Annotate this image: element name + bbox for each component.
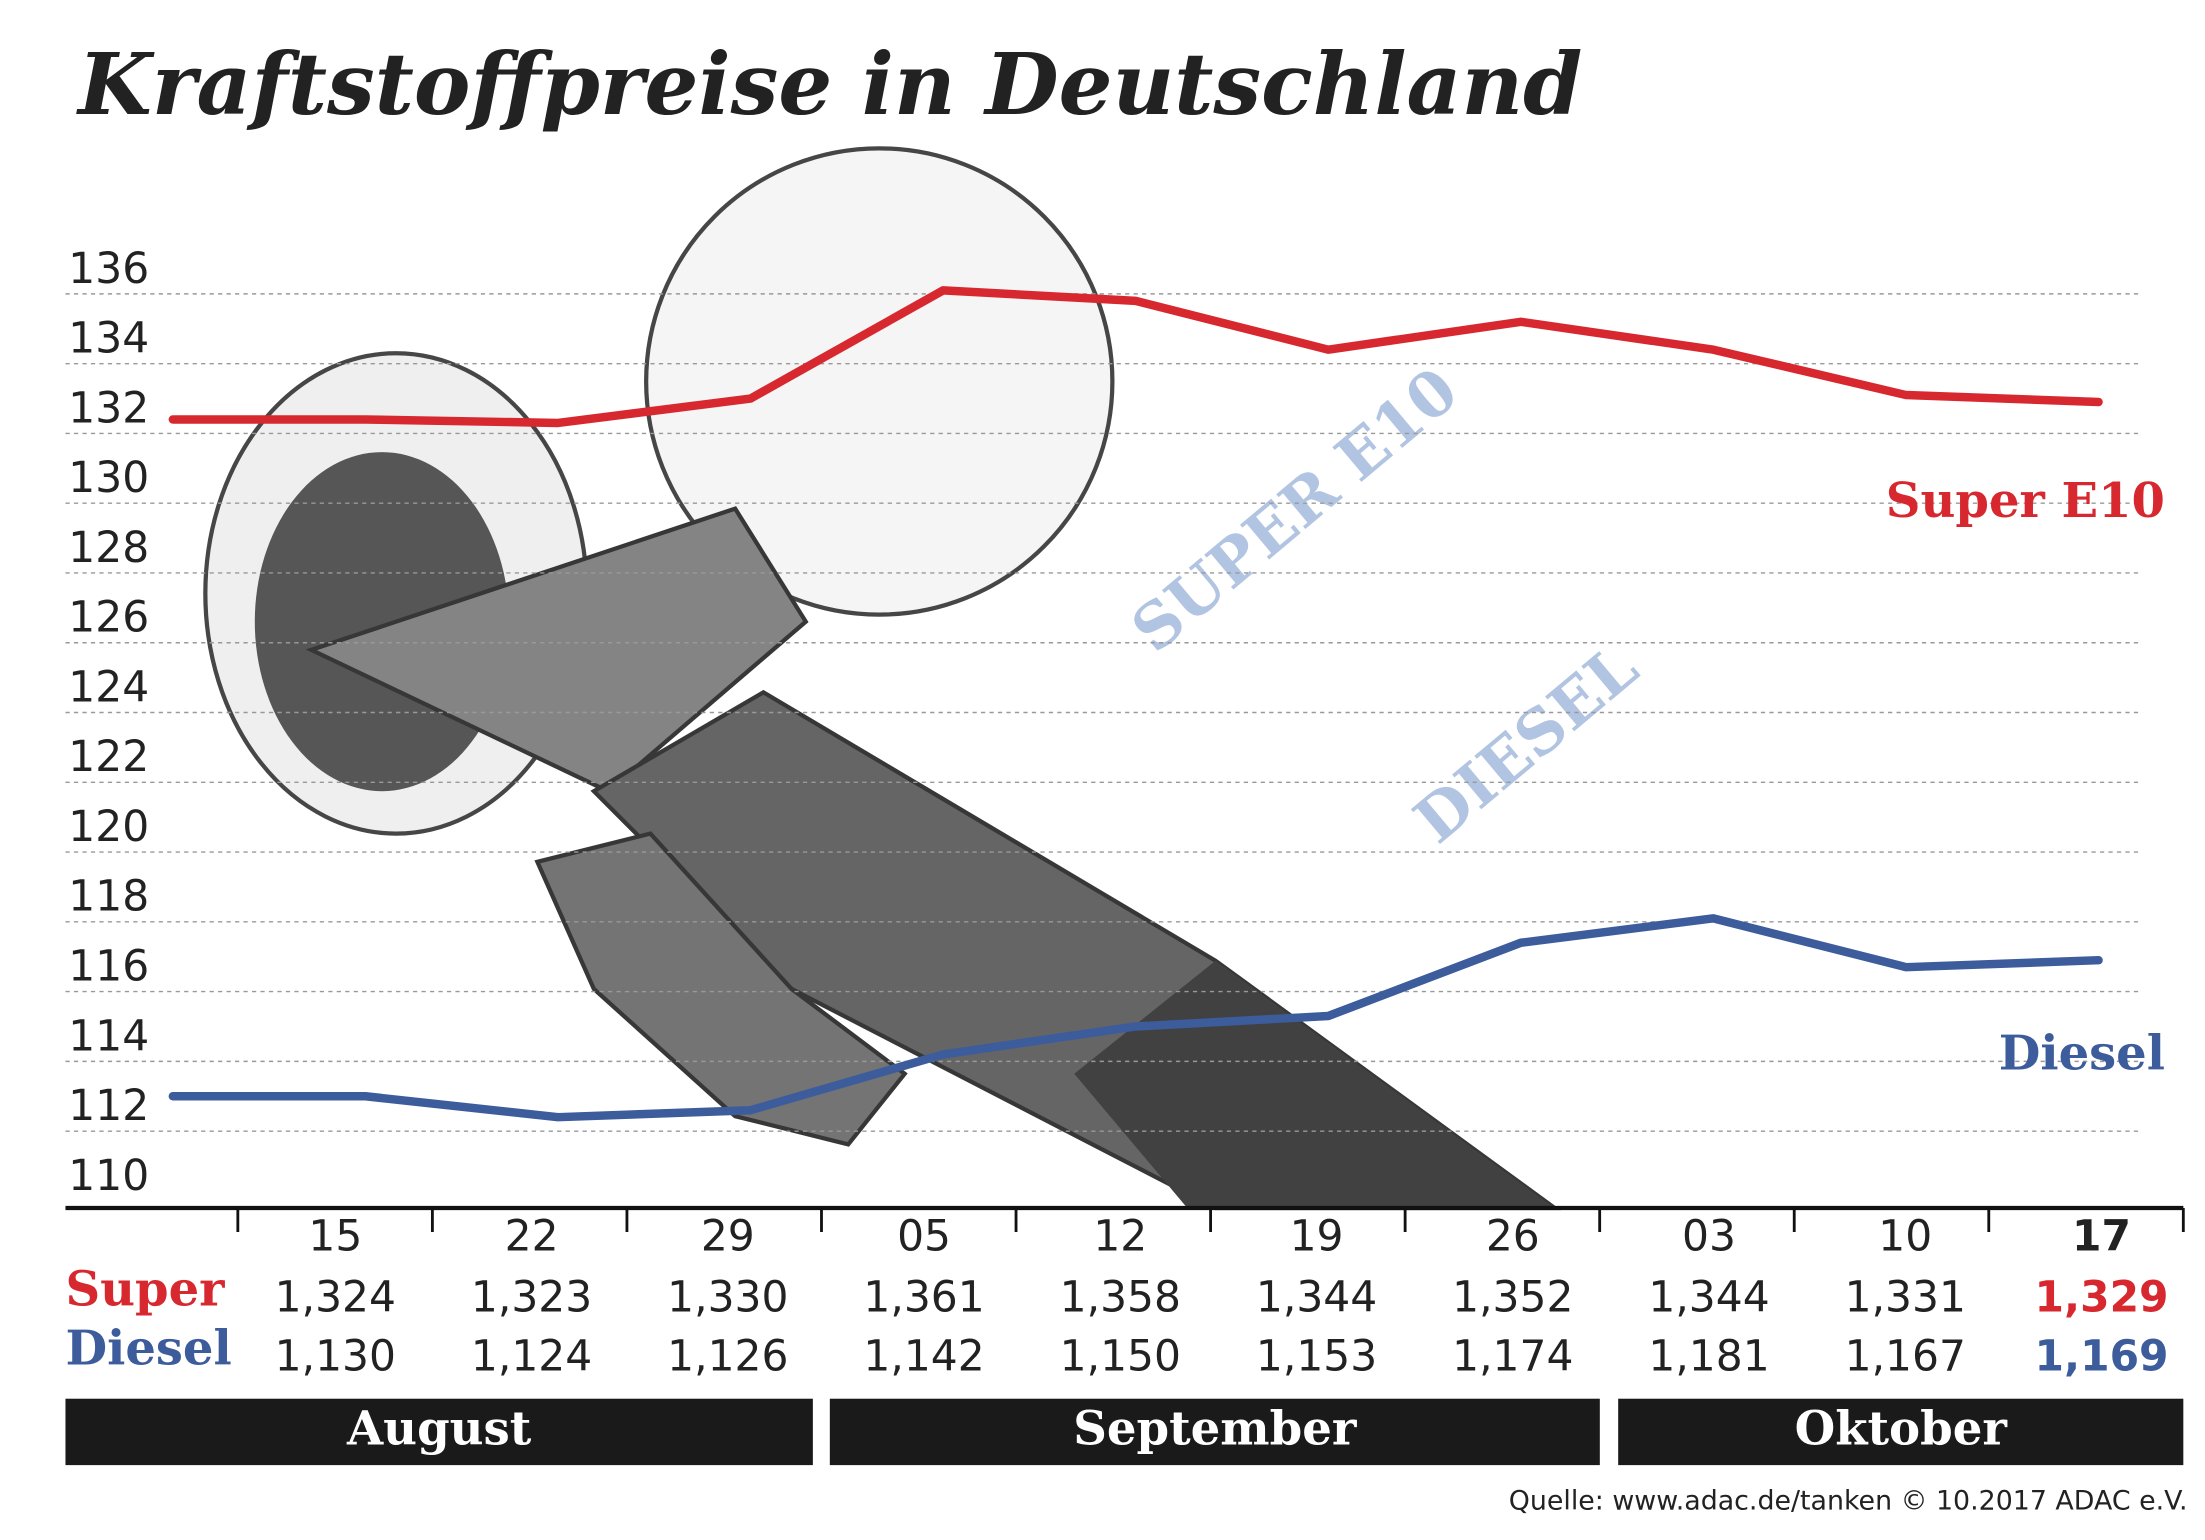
series-line bbox=[168, 286, 2103, 428]
value-label: 1,150 bbox=[1060, 1332, 1181, 1381]
month-label: Oktober bbox=[1795, 1401, 2009, 1456]
value-label: 1,126 bbox=[667, 1332, 788, 1381]
svg-text:SUPER E10: SUPER E10 bbox=[1118, 353, 1472, 666]
y-tick-label: 112 bbox=[68, 1081, 149, 1130]
y-tick-label: 134 bbox=[68, 314, 149, 363]
value-label: 1,124 bbox=[471, 1332, 592, 1381]
y-tick-label: 114 bbox=[68, 1011, 149, 1060]
y-tick-label: 124 bbox=[68, 662, 149, 711]
y-tick-label: 116 bbox=[68, 941, 149, 990]
month-bar bbox=[829, 1398, 1600, 1466]
legend-label: Diesel bbox=[1999, 1025, 2165, 1081]
y-tick-label: 136 bbox=[68, 244, 149, 293]
y-tick-label: 120 bbox=[68, 802, 149, 851]
y-tick-label: 110 bbox=[68, 1151, 149, 1200]
value-label: 1,174 bbox=[1452, 1332, 1573, 1381]
value-label: 1,344 bbox=[1256, 1272, 1377, 1321]
x-tick-label: 17 bbox=[2072, 1212, 2131, 1261]
value-label: 1,344 bbox=[1648, 1272, 1769, 1321]
month-bar bbox=[1618, 1398, 2184, 1466]
y-tick-label: 128 bbox=[68, 523, 149, 572]
x-tick-label: 22 bbox=[505, 1212, 559, 1261]
value-label: 1,329 bbox=[2034, 1272, 2168, 1321]
x-tick-label: 05 bbox=[897, 1212, 951, 1261]
value-label: 1,352 bbox=[1452, 1272, 1573, 1321]
x-tick-label: 15 bbox=[308, 1212, 362, 1261]
series-line bbox=[168, 914, 2103, 1122]
source: Quelle: www.adac.de/tanken © 10.2017 ADA… bbox=[1509, 1485, 2188, 1516]
value-label: 1,130 bbox=[275, 1332, 396, 1381]
value-label: 1,361 bbox=[863, 1272, 984, 1321]
value-label: 1,358 bbox=[1060, 1272, 1181, 1321]
month-label: August bbox=[346, 1401, 532, 1456]
x-tick-label: 19 bbox=[1290, 1212, 1344, 1261]
value-label: 1,142 bbox=[863, 1332, 984, 1381]
illustration: SUPER E10 DIESEL bbox=[203, 146, 1651, 1211]
x-tick-label: 10 bbox=[1878, 1212, 1932, 1261]
y-tick-label: 122 bbox=[68, 732, 149, 781]
value-label: 1,181 bbox=[1648, 1332, 1769, 1381]
value-label: 1,324 bbox=[275, 1272, 396, 1321]
chart-title: Kraftstoffpreise in Deutschland bbox=[76, 34, 1582, 134]
value-label: 1,331 bbox=[1845, 1272, 1966, 1321]
value-label: 1,323 bbox=[471, 1272, 592, 1321]
y-tick-label: 118 bbox=[68, 872, 149, 921]
value-label: 1,167 bbox=[1845, 1332, 1966, 1381]
svg-text:DIESEL: DIESEL bbox=[1400, 630, 1651, 857]
y-tick-label: 130 bbox=[68, 453, 149, 502]
legend-label: Super E10 bbox=[1886, 473, 2165, 529]
row-label: Super bbox=[65, 1261, 225, 1317]
x-tick-label: 12 bbox=[1093, 1212, 1147, 1261]
value-label: 1,153 bbox=[1256, 1332, 1377, 1381]
x-tick-label: 26 bbox=[1486, 1212, 1540, 1261]
value-label: 1,330 bbox=[667, 1272, 788, 1321]
value-label: 1,169 bbox=[2034, 1332, 2168, 1381]
row-label: Diesel bbox=[65, 1321, 231, 1377]
y-tick-label: 126 bbox=[68, 593, 149, 642]
y-tick-label: 132 bbox=[68, 383, 149, 432]
month-label: September bbox=[1073, 1401, 1358, 1456]
x-tick-label: 29 bbox=[701, 1212, 755, 1261]
x-tick-label: 03 bbox=[1682, 1212, 1736, 1261]
month-bar bbox=[65, 1398, 813, 1466]
